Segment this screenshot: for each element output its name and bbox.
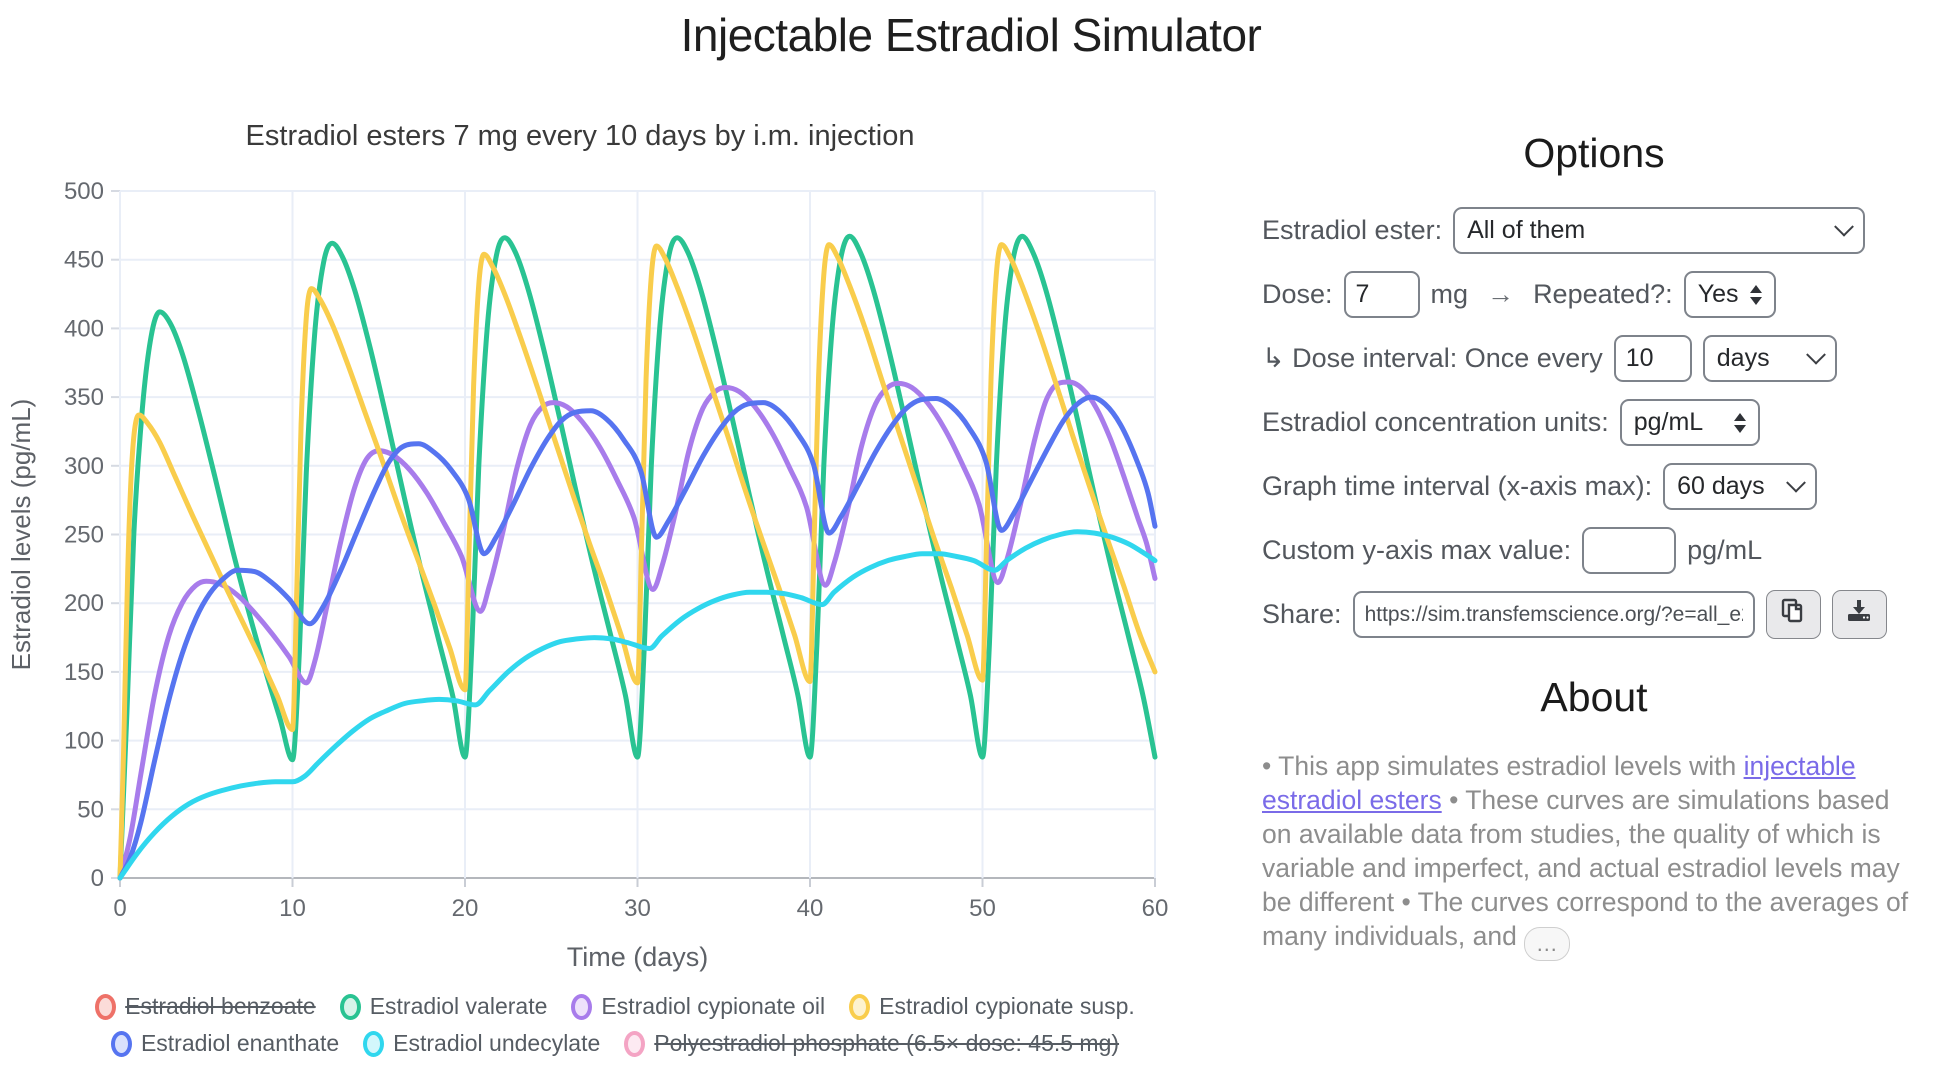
units-label: Estradiol concentration units: bbox=[1262, 407, 1609, 437]
x-tick-label: 30 bbox=[624, 895, 651, 922]
x-tick-label: 10 bbox=[279, 895, 306, 922]
y-axis-title: Estradiol levels (pg/mL) bbox=[6, 399, 36, 671]
repeated-label: Repeated?: bbox=[1533, 279, 1673, 309]
y-max-row: Custom y-axis max value: pg/mL bbox=[1262, 527, 1932, 574]
y-tick-label: 200 bbox=[64, 590, 104, 617]
y-tick-label: 500 bbox=[64, 178, 104, 205]
y-tick-label: 150 bbox=[64, 659, 104, 686]
share-label: Share: bbox=[1262, 599, 1342, 629]
graph-interval-label: Graph time interval (x-axis max): bbox=[1262, 471, 1653, 501]
arrow-right-icon: → bbox=[1487, 279, 1515, 309]
x-tick-label: 40 bbox=[797, 895, 824, 922]
ester-row: Estradiol ester: All of them bbox=[1262, 207, 1932, 254]
legend-label: Estradiol undecylate bbox=[393, 1030, 601, 1056]
legend-item-polyestradiol-phosphate-6-5-dose-45-5-mg[interactable]: Polyestradiol phosphate (6.5× dose: 45.5… bbox=[624, 1030, 1119, 1057]
ester-select-value: All of them bbox=[1467, 216, 1586, 244]
legend-marker-icon bbox=[363, 1030, 385, 1057]
dose-interval-row: ↳ Dose interval: Once every days bbox=[1262, 335, 1932, 382]
legend-marker-icon bbox=[849, 993, 871, 1020]
legend-label: Estradiol cypionate susp. bbox=[879, 993, 1135, 1019]
about-heading: About bbox=[1540, 674, 1648, 720]
legend-item-estradiol-enanthate[interactable]: Estradiol enanthate bbox=[110, 1030, 340, 1057]
dose-interval-label: ↳ Dose interval: Once every bbox=[1262, 343, 1603, 373]
page-title: Injectable Estradiol Simulator bbox=[680, 9, 1262, 61]
dose-input[interactable] bbox=[1343, 271, 1420, 318]
legend-marker-icon bbox=[95, 993, 117, 1020]
up-down-arrows-icon bbox=[1733, 412, 1746, 433]
chevron-down-icon bbox=[1805, 344, 1826, 365]
graph-interval-row: Graph time interval (x-axis max): 60 day… bbox=[1262, 463, 1932, 510]
legend-label: Estradiol valerate bbox=[369, 993, 548, 1019]
interval-unit-value: days bbox=[1716, 344, 1770, 372]
series-line-estradiol-valerate bbox=[117, 233, 1158, 881]
series-line-estradiol-enanthate bbox=[117, 394, 1158, 881]
legend-item-estradiol-undecylate[interactable]: Estradiol undecylate bbox=[363, 1030, 600, 1057]
legend-marker-icon bbox=[339, 993, 361, 1020]
x-axis-title: Time (days) bbox=[567, 942, 709, 972]
y-max-label: Custom y-axis max value: bbox=[1262, 535, 1572, 565]
download-image-button[interactable] bbox=[1831, 590, 1887, 639]
y-tick-label: 50 bbox=[77, 796, 104, 823]
x-tick-label: 50 bbox=[969, 895, 996, 922]
options-panel: Options Estradiol ester: All of them Dos… bbox=[1256, 100, 1932, 961]
estradiol-chart: 0 50 100 150 200 250 300 350 400 450 500 0 10 20 30 40 5… bbox=[6, 178, 1169, 972]
repeated-select[interactable]: Yes bbox=[1683, 271, 1776, 318]
ester-label: Estradiol ester: bbox=[1262, 215, 1443, 245]
units-select-value: pg/mL bbox=[1633, 408, 1704, 436]
y-tick-label: 250 bbox=[64, 522, 104, 549]
chart-area: Estradiol esters 7 mg every 10 days by i… bbox=[0, 100, 1240, 1085]
y-max-input[interactable] bbox=[1582, 527, 1677, 574]
legend-item-estradiol-cypionate-susp[interactable]: Estradiol cypionate susp. bbox=[849, 993, 1135, 1020]
copy-link-button[interactable] bbox=[1765, 590, 1821, 639]
x-tick-label: 60 bbox=[1142, 895, 1169, 922]
download-icon bbox=[1845, 597, 1873, 632]
chevron-down-icon bbox=[1834, 216, 1854, 237]
x-tick-label: 0 bbox=[113, 895, 126, 922]
ester-select[interactable]: All of them bbox=[1453, 207, 1866, 254]
legend-item-estradiol-cypionate-oil[interactable]: Estradiol cypionate oil bbox=[571, 993, 825, 1020]
y-tick-label: 400 bbox=[64, 315, 104, 342]
share-url-input[interactable] bbox=[1352, 591, 1755, 638]
series-line-estradiol-undecylate bbox=[117, 529, 1158, 881]
interval-unit-select[interactable]: days bbox=[1702, 335, 1837, 382]
dose-label: Dose: bbox=[1262, 279, 1333, 309]
y-tick-label: 450 bbox=[64, 247, 104, 274]
units-row: Estradiol concentration units: pg/mL bbox=[1262, 399, 1932, 446]
units-select[interactable]: pg/mL bbox=[1619, 399, 1760, 446]
graph-interval-select[interactable]: 60 days bbox=[1663, 463, 1818, 510]
legend-label: Polyestradiol phosphate (6.5× dose: 45.5… bbox=[654, 1030, 1120, 1056]
dose-interval-input[interactable] bbox=[1613, 335, 1692, 382]
dose-unit-label: mg bbox=[1430, 279, 1469, 309]
y-tick-label: 0 bbox=[91, 865, 104, 892]
about-text-part1: • This app simulates estradiol levels wi… bbox=[1262, 751, 1744, 781]
expand-about-button[interactable]: … bbox=[1524, 927, 1571, 961]
legend-label: Estradiol benzoate bbox=[125, 993, 316, 1019]
chart-title: Estradiol esters 7 mg every 10 days by i… bbox=[245, 120, 915, 152]
options-heading: Options bbox=[1523, 130, 1665, 176]
graph-interval-value: 60 days bbox=[1677, 472, 1765, 500]
up-down-arrows-icon bbox=[1750, 284, 1763, 305]
share-row: Share: bbox=[1262, 590, 1932, 639]
about-text-part2: • These curves are simulations based on … bbox=[1262, 785, 1909, 951]
x-tick-label: 20 bbox=[452, 895, 479, 922]
dose-row: Dose: mg → Repeated?: Yes bbox=[1262, 271, 1932, 318]
y-max-unit-label: pg/mL bbox=[1687, 535, 1763, 565]
legend-marker-icon bbox=[110, 1030, 132, 1057]
copy-icon bbox=[1779, 597, 1807, 632]
legend-marker-icon bbox=[624, 1030, 646, 1057]
about-text: • This app simulates estradiol levels wi… bbox=[1262, 749, 1926, 961]
chevron-down-icon bbox=[1786, 472, 1806, 493]
injectable-esters-link[interactable]: injectable estradiol esters bbox=[1262, 751, 1856, 815]
chart-legend: Estradiol benzoate Estradiol valerate Estr… bbox=[60, 993, 1170, 1057]
legend-label: Estradiol enanthate bbox=[140, 1030, 340, 1056]
y-tick-label: 350 bbox=[64, 384, 104, 411]
y-tick-label: 100 bbox=[64, 728, 104, 755]
legend-item-estradiol-benzoate[interactable]: Estradiol benzoate bbox=[95, 993, 316, 1020]
legend-marker-icon bbox=[571, 993, 593, 1020]
repeated-select-value: Yes bbox=[1697, 280, 1739, 308]
series-line-estradiol-cypionate-susp bbox=[117, 242, 1158, 881]
legend-label: Estradiol cypionate oil bbox=[601, 993, 826, 1019]
legend-item-estradiol-valerate[interactable]: Estradiol valerate bbox=[339, 993, 548, 1020]
y-tick-label: 300 bbox=[64, 453, 104, 480]
